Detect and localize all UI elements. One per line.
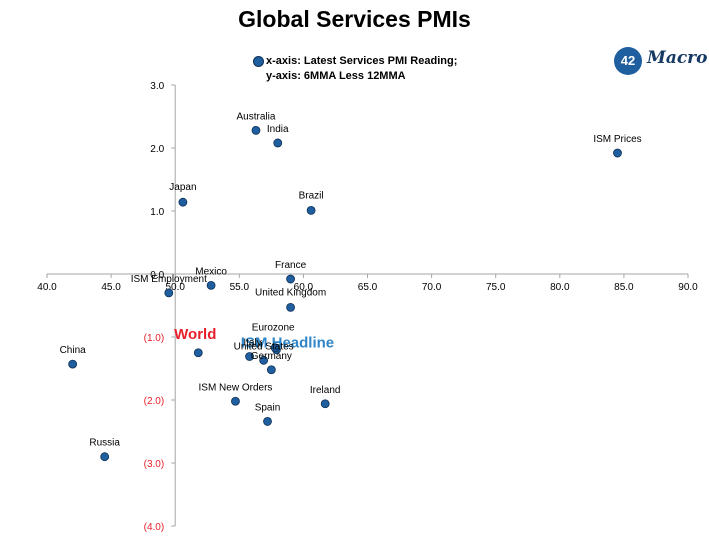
data-point-china	[68, 359, 78, 369]
data-point-ism-prices	[613, 148, 622, 158]
x-tick-label: 55.0	[230, 282, 250, 293]
point-label-russia: Russia	[89, 438, 120, 449]
point-label-china: China	[60, 345, 87, 356]
logo-badge: 42	[614, 47, 642, 75]
y-tick-label: 3.0	[150, 81, 164, 92]
data-point-ism-new-orders	[231, 396, 240, 406]
data-point-mexico	[206, 280, 216, 290]
data-point-ireland	[320, 399, 330, 409]
point-label-spain: Spain	[255, 402, 281, 413]
data-point-france	[286, 274, 295, 284]
data-point-germany	[266, 365, 276, 375]
data-point-united-kingdom	[286, 302, 295, 312]
chart-title: Global Services PMIs	[238, 6, 471, 32]
y-tick-label: 1.0	[150, 207, 164, 218]
point-label-eurozone: Eurozone	[252, 323, 295, 334]
data-point-japan	[178, 197, 188, 207]
data-point-russia	[100, 452, 110, 462]
y-tick-label: 0.0	[150, 270, 164, 281]
legend-marker	[253, 56, 264, 67]
x-tick-label: 45.0	[101, 282, 121, 293]
x-tick-label: 80.0	[550, 282, 570, 293]
data-point-ism-employment	[164, 288, 174, 298]
data-point-eurozone	[270, 343, 280, 353]
data-point-italy	[245, 352, 254, 361]
x-tick-label: 90.0	[678, 282, 698, 293]
highlight-label-ism-headline: ISM Headline	[241, 335, 334, 352]
legend-line-1: x-axis: Latest Services PMI Reading;	[266, 55, 458, 67]
data-point-spain	[263, 417, 272, 426]
point-label-japan: Japan	[169, 182, 196, 193]
x-tick-label: 65.0	[358, 282, 378, 293]
logo-wordmark: Macro	[647, 48, 708, 68]
data-point-united-states	[259, 355, 269, 365]
y-tick-label: (1.0)	[144, 333, 165, 344]
x-tick-label: 60.0	[294, 282, 314, 293]
x-tick-label: 50.0	[165, 282, 185, 293]
x-tick-label: 85.0	[614, 282, 634, 293]
data-point-world	[193, 348, 203, 358]
point-label-germany: Germany	[251, 351, 292, 362]
data-point-india	[273, 138, 283, 148]
y-tick-label: 2.0	[150, 144, 164, 155]
y-tick-label: (2.0)	[144, 396, 165, 407]
x-tick-label: 40.0	[37, 282, 57, 293]
data-point-brazil	[306, 205, 316, 215]
point-label-united-states: United States	[234, 341, 294, 352]
point-label-ism-prices: ISM Prices	[593, 134, 641, 145]
point-label-mexico: Mexico	[195, 266, 227, 277]
y-tick-label: (4.0)	[144, 522, 165, 533]
point-label-brazil: Brazil	[299, 190, 324, 201]
point-label-ism-employment: ISM Employment	[131, 274, 207, 285]
brand-logo: 42 Macro	[614, 45, 708, 75]
data-point-australia	[251, 125, 261, 135]
point-label-ireland: Ireland	[310, 385, 341, 396]
point-label-ism-new-orders: ISM New Orders	[199, 382, 273, 393]
legend-line-2: y-axis: 6MMA Less 12MMA	[266, 70, 406, 82]
point-label-australia: Australia	[237, 111, 276, 122]
x-tick-label: 70.0	[422, 282, 442, 293]
point-label-united-kingdom: United Kingdom	[255, 287, 326, 298]
x-tick-label: 75.0	[486, 282, 506, 293]
point-label-india: India	[267, 124, 289, 135]
highlight-label-world: World	[174, 326, 216, 343]
point-label-france: France	[275, 260, 307, 271]
y-tick-label: (3.0)	[144, 459, 165, 470]
point-label-italy: Italy	[243, 338, 261, 349]
